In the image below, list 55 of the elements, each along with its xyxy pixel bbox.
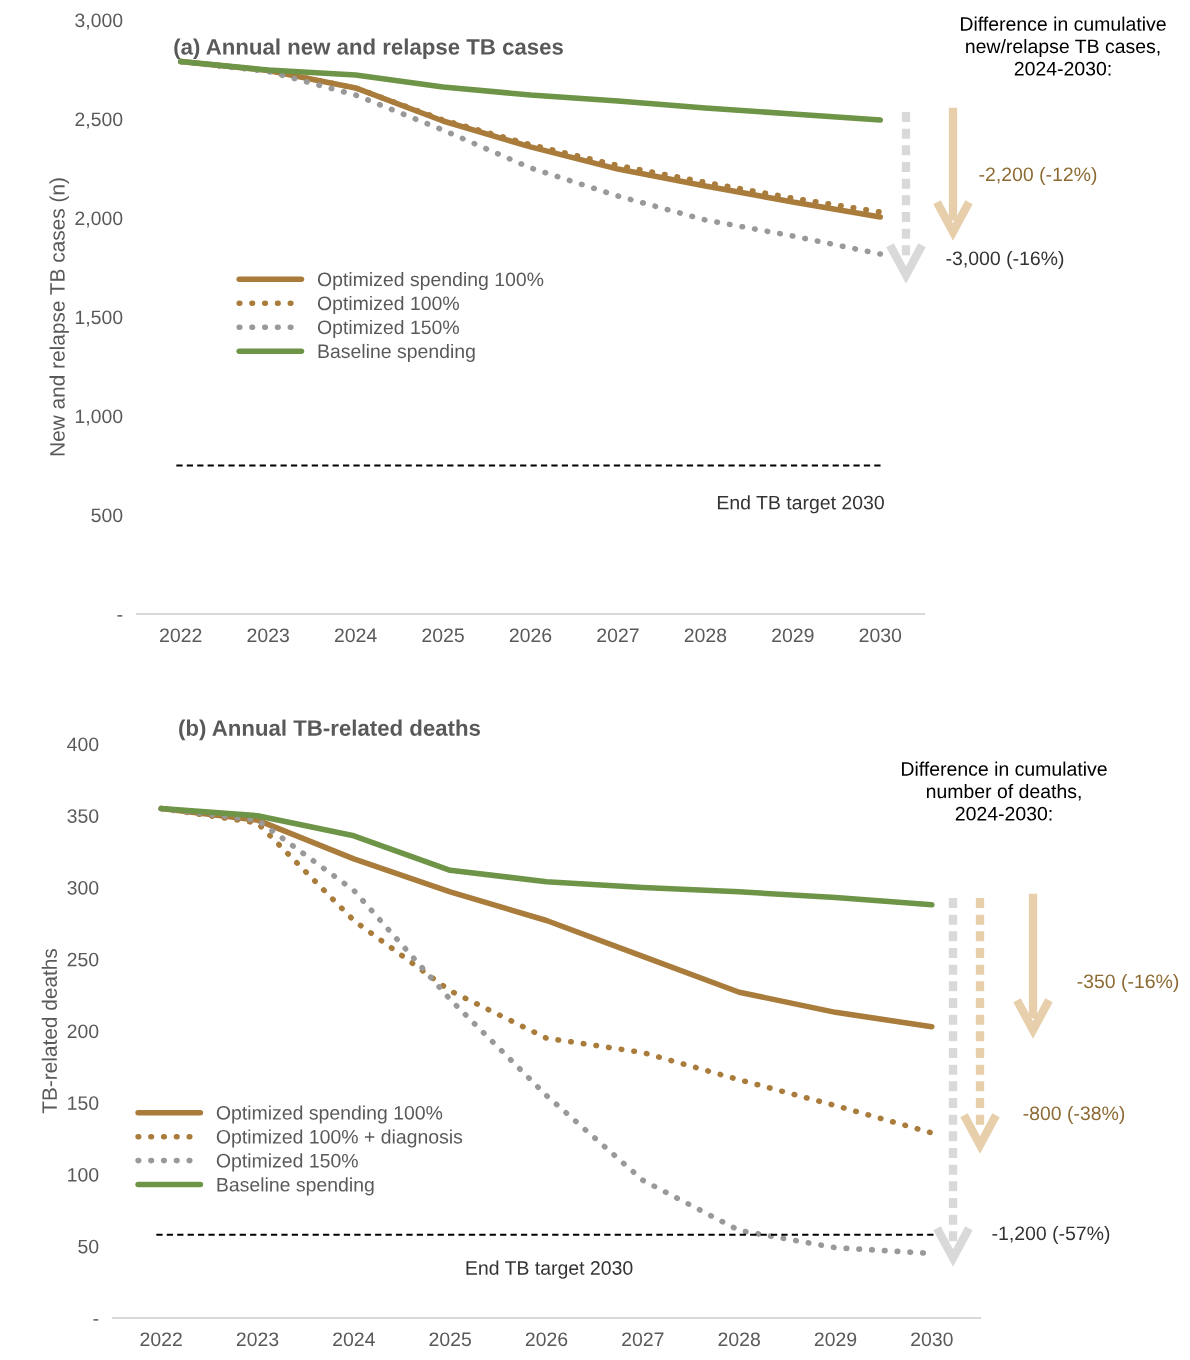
annotation: Difference in cumulative number of deaths, 2024-2030: [902, 761, 1107, 821]
ref-line-label: End TB target 2030 [717, 495, 884, 514]
x-tick-label: 2028 [684, 628, 727, 643]
x-tick-label: 2030 [911, 1332, 953, 1347]
x-tick-label: 2028 [718, 1332, 760, 1347]
x-tick-label: 2023 [236, 1332, 279, 1347]
x-tick-label: 2027 [597, 628, 639, 643]
y-axis-title: New and relapse TB cases (n) [49, 178, 69, 456]
legend-label: Optimized 100% [317, 295, 459, 315]
x-tick-label: 2029 [814, 1332, 857, 1347]
ref-line-label: End TB target 2030 [466, 1260, 633, 1279]
legend-label: Baseline spending [217, 1177, 374, 1196]
x-tick-label: 2027 [622, 1332, 664, 1347]
text: Difference in cumulative new/relapse TB cases, 2024-2030: [961, 16, 1166, 76]
x-tick-label: 2029 [772, 628, 814, 643]
legend-label: Optimized spending 100% [216, 1105, 443, 1124]
legend-label: Optimized 150% [216, 1153, 358, 1172]
x-tick-label: 2022 [140, 1332, 182, 1347]
y-tick-label: - [117, 615, 123, 617]
text: (a) Annual new and relapse TB cases [174, 38, 563, 60]
x-tick-label: 2025 [422, 628, 464, 643]
text: -3,000 (-16%) [946, 250, 1064, 270]
x-tick-label: 2026 [525, 1332, 568, 1347]
y-tick-label: 200 [67, 1024, 99, 1039]
x-tick-label: 2030 [859, 628, 902, 643]
text: -1,200 (-57%) [992, 1225, 1110, 1245]
y-axis-title: TB-related deaths [41, 948, 57, 1114]
y-tick-label: 400 [67, 737, 99, 752]
y-tick-label: 100 [68, 1167, 99, 1182]
y-tick-label: 250 [67, 952, 99, 967]
y-tick-label: 1,500 [75, 310, 123, 327]
y-tick-label: 150 [68, 1096, 99, 1110]
chart-title: (b) Annual TB-related deaths [179, 719, 480, 741]
legend-label: Optimized spending 100% [317, 272, 544, 291]
x-tick-label: 2023 [247, 628, 289, 643]
legend-label: Baseline spending [318, 343, 475, 362]
y-tick-label: 3,000 [75, 13, 123, 30]
y-tick-label: 2,000 [75, 211, 123, 228]
y-tick-label: 500 [91, 508, 123, 523]
text: -800 (-38%) [1023, 1105, 1125, 1125]
y-tick-label: 300 [67, 880, 99, 895]
legend-label: Optimized 150% [317, 319, 459, 339]
x-tick-label: 2026 [509, 628, 552, 643]
y-tick-label: 1,000 [75, 409, 123, 426]
text: -2,200 (-12%) [979, 166, 1097, 186]
text: -350 (-16%) [1077, 973, 1179, 993]
x-tick-label: 2024 [334, 628, 377, 643]
y-tick-label: 2,500 [75, 112, 123, 129]
x-tick-label: 2024 [333, 1332, 375, 1347]
y-tick-label: 50 [78, 1239, 99, 1254]
y-tick-label: 350 [67, 809, 99, 823]
x-tick-label: 2025 [429, 1332, 471, 1347]
y-tick-label: - [93, 1319, 99, 1321]
legend-label: Optimized 100% + diagnosis [216, 1129, 463, 1148]
x-tick-label: 2022 [160, 628, 202, 643]
